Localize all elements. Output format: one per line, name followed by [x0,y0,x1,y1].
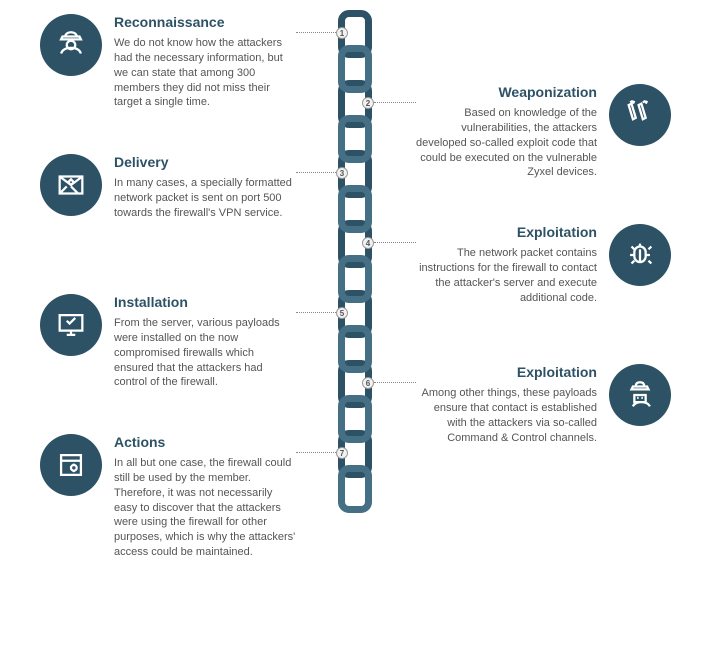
step-number: 2 [362,97,374,109]
connector [296,452,338,453]
chain-link [338,325,372,373]
step-6: Exploitation Among other things, these pa… [415,364,671,445]
step-body: From the server, various payloads were i… [114,316,296,390]
connector [296,312,338,313]
envelope-icon [40,154,102,216]
step-number: 6 [362,377,374,389]
step-number: 7 [336,447,348,459]
step-text: Exploitation Among other things, these pa… [415,364,597,445]
step-title: Reconnaissance [114,14,296,30]
chain [338,10,372,500]
step-text: Exploitation The network packet contains … [415,224,597,305]
hacker-icon [609,364,671,426]
step-body: Among other things, these payloads ensur… [415,386,597,445]
step-text: Reconnaissance We do not know how the att… [114,14,296,110]
step-text: Weaponization Based on knowledge of the v… [415,84,597,180]
step-body: We do not know how the attackers had the… [114,36,296,110]
connector [296,172,338,173]
spy-icon [40,14,102,76]
step-text: Actions In all but one case, the firewall… [114,434,296,560]
step-title: Actions [114,434,296,450]
step-body: In all but one case, the firewall could … [114,456,296,560]
step-title: Delivery [114,154,296,170]
monitor-icon [40,294,102,356]
connector [374,102,416,103]
chain-link [338,465,372,513]
step-3: Delivery In many cases, a specially forma… [40,154,296,221]
step-title: Exploitation [415,224,597,240]
step-title: Exploitation [415,364,597,380]
step-text: Installation From the server, various pay… [114,294,296,390]
chain-link [338,115,372,163]
connector [374,242,416,243]
step-5: Installation From the server, various pay… [40,294,296,390]
bug-icon [609,224,671,286]
step-body: In many cases, a specially formatted net… [114,176,296,221]
chain-link [338,45,372,93]
step-1: Reconnaissance We do not know how the att… [40,14,296,110]
step-number: 1 [336,27,348,39]
step-7: Actions In all but one case, the firewall… [40,434,296,560]
connector [374,382,416,383]
step-2: Weaponization Based on knowledge of the v… [415,84,671,180]
connector [296,32,338,33]
step-number: 4 [362,237,374,249]
step-number: 3 [336,167,348,179]
step-body: Based on knowledge of the vulnerabilitie… [415,106,597,180]
step-title: Weaponization [415,84,597,100]
step-text: Delivery In many cases, a specially forma… [114,154,296,221]
step-number: 5 [336,307,348,319]
step-title: Installation [114,294,296,310]
step-4: Exploitation The network packet contains … [415,224,671,305]
step-body: The network packet contains instructions… [415,246,597,305]
window-icon [40,434,102,496]
chain-link [338,255,372,303]
carrots-icon [609,84,671,146]
chain-link [338,395,372,443]
chain-link [338,185,372,233]
